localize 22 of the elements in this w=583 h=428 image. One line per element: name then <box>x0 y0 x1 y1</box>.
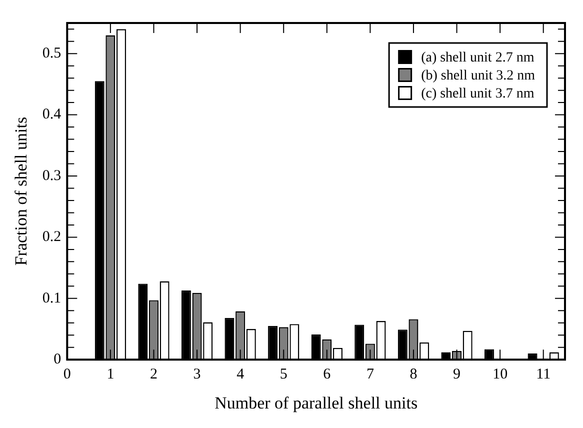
x-tick-label: 7 <box>366 366 374 383</box>
x-tick-label: 9 <box>453 366 461 383</box>
y-tick-label: 0.3 <box>42 168 62 184</box>
y-tick-label: 0.2 <box>42 229 62 246</box>
x-tick-label: 10 <box>492 366 508 383</box>
y-tick-label: 0.1 <box>42 290 62 306</box>
x-tick-label: 6 <box>323 366 332 383</box>
y-axis-title: Fraction of shell units <box>12 116 31 266</box>
x-tick-label: 4 <box>236 366 245 383</box>
x-tick-label: 3 <box>193 366 201 383</box>
legend-label: (a) shell unit 2.7 nm <box>421 50 534 66</box>
x-tick-label: 5 <box>280 366 288 383</box>
x-tick-label: 1 <box>106 366 114 383</box>
y-tick-label: 0 <box>54 352 62 368</box>
x-axis-title: Number of parallel shell units <box>214 393 418 412</box>
x-tick-label: 11 <box>536 366 551 383</box>
x-tick-label: 8 <box>410 366 418 383</box>
y-tick-label: 0.4 <box>42 106 62 123</box>
y-tick-label: 0.5 <box>42 46 62 62</box>
legend-label: (b) shell unit 3.2 nm <box>421 68 536 84</box>
x-tick-label: 2 <box>150 366 158 383</box>
legend-label: (c) shell unit 3.7 nm <box>421 86 534 102</box>
